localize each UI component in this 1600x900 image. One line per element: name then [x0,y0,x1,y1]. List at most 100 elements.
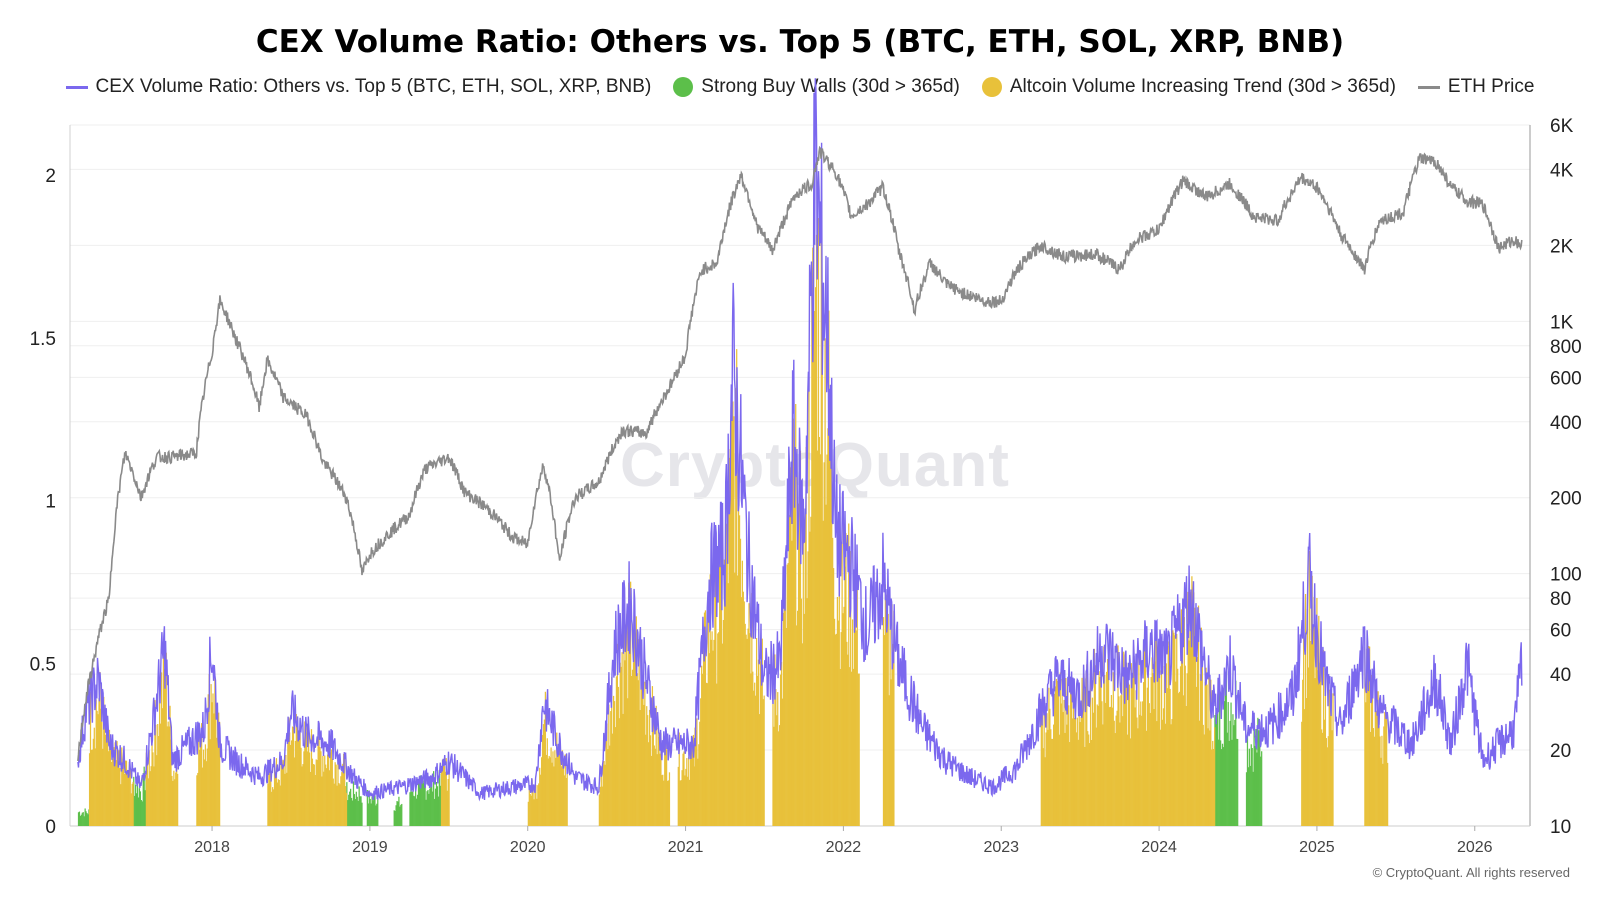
altcoin-trend-bar [834,634,837,826]
altcoin-trend-bar [602,764,604,826]
altcoin-trend-bar [1197,605,1200,826]
x-tick-label: 2018 [194,839,230,856]
buy-wall-bar [420,776,422,826]
altcoin-trend-bar [530,795,532,826]
buy-wall-bar [418,778,421,826]
altcoin-trend-bar [565,777,567,826]
altcoin-trend-bar [837,620,839,826]
altcoin-trend-bar [1208,664,1210,826]
altcoin-trend-bar [208,674,210,826]
buy-wall-bar [83,816,85,826]
buy-wall-bar [1230,702,1232,826]
altcoin-trend-bar [286,772,288,826]
legend-item-eth-price[interactable]: ETH Price [1417,76,1534,98]
buy-wall-bar [133,776,135,826]
altcoin-trend-bar [1174,635,1176,826]
y-left-tick-label: 1.5 [30,329,56,350]
altcoin-trend-bar [1170,724,1172,826]
altcoin-trend-bar [1109,706,1112,826]
altcoin-trend-bar [171,775,173,826]
altcoin-trend-bar [176,767,178,826]
legend-item-altcoin-trend[interactable]: Altcoin Volume Increasing Trend (30d > 3… [981,76,1396,98]
buy-wall-bar [436,786,439,826]
altcoin-trend-bar [553,766,555,826]
altcoin-trend-bar [1104,674,1106,826]
altcoin-trend-bar [637,680,639,826]
x-tick-label: 2026 [1457,839,1493,856]
buy-wall-bar [1234,719,1236,826]
altcoin-trend-bar [1193,592,1195,826]
altcoin-trend-bar [773,726,775,826]
altcoin-trend-bar [1142,701,1144,826]
altcoin-trend-bar [321,776,323,826]
altcoin-trend-bar [1122,716,1124,826]
altcoin-trend-bar [1084,746,1086,826]
buy-wall-bar [1222,747,1225,826]
buy-wall-bar [144,790,146,826]
altcoin-trend-bar [795,404,797,826]
altcoin-trend-bar [1102,724,1104,826]
altcoin-trend-bar [644,681,646,826]
buy-wall-bar [140,800,142,826]
altcoin-trend-bar [314,774,316,826]
altcoin-trend-bar [685,768,687,826]
altcoin-trend-bar [1304,593,1307,826]
altcoin-trend-bar [537,785,539,826]
altcoin-trend-bar [268,764,270,826]
legend-label-ratio: CEX Volume Ratio: Others vs. Top 5 (BTC,… [95,76,652,97]
altcoin-trend-bar [1325,738,1328,826]
altcoin-trend-bar [443,766,446,826]
altcoin-trend-bar [548,755,550,826]
altcoin-trend-bar [94,748,96,826]
altcoin-trend-bar [1313,597,1315,826]
altcoin-trend-bar [1157,665,1159,826]
altcoin-trend-bar [312,764,315,826]
altcoin-trend-bar [1195,617,1197,826]
altcoin-trend-bar [796,625,798,826]
altcoin-trend-bar [616,643,618,826]
altcoin-trend-bar [93,727,95,826]
altcoin-trend-bar [775,689,777,826]
altcoin-trend-bar [534,785,536,826]
altcoin-trend-bar [1060,703,1062,826]
altcoin-trend-bar [1045,732,1047,826]
altcoin-trend-bar [125,760,128,826]
buy-wall-bar [424,785,426,826]
buy-wall-bar [136,782,139,826]
buy-wall-bar [141,801,143,826]
buy-wall-bar [84,808,86,826]
altcoin-trend-bar [797,610,799,826]
altcoin-trend-bar [760,642,762,826]
altcoin-trend-bar [610,711,612,826]
altcoin-trend-bar [707,608,709,826]
legend-item-buy-walls[interactable]: Strong Buy Walls (30d > 365d) [673,76,960,98]
altcoin-trend-bar [708,653,710,826]
buy-wall-bar [80,814,82,826]
altcoin-trend-bar [665,749,668,826]
altcoin-trend-bar [695,730,697,826]
altcoin-trend-bar [540,774,542,826]
altcoin-trend-bar [604,764,606,826]
buy-wall-bar [1249,765,1251,826]
altcoin-trend-bar [1124,655,1127,826]
legend-label-altcoin-trend: Altcoin Volume Increasing Trend (30d > 3… [1009,76,1396,97]
buy-wall-bar [1259,734,1261,826]
altcoin-trend-bar [336,785,338,826]
buy-wall-bar [1236,738,1238,826]
altcoin-trend-bar [110,761,112,826]
buy-wall-bar [422,780,424,826]
altcoin-trend-bar [619,662,621,826]
altcoin-trend-bar [214,675,216,826]
legend-item-ratio[interactable]: CEX Volume Ratio: Others vs. Top 5 (BTC,… [65,76,652,98]
altcoin-trend-bar [825,504,827,826]
x-tick-label: 2020 [510,839,546,856]
buy-wall-bar [366,790,368,826]
altcoin-trend-bar [730,407,732,826]
altcoin-trend-bar [750,673,752,826]
altcoin-trend-bar [749,633,751,826]
altcoin-trend-bar [1378,726,1380,826]
altcoin-trend-bar [1113,720,1115,826]
altcoin-trend-bar [886,595,888,826]
altcoin-trend-bar [656,754,658,826]
altcoin-trend-bar [617,686,619,826]
